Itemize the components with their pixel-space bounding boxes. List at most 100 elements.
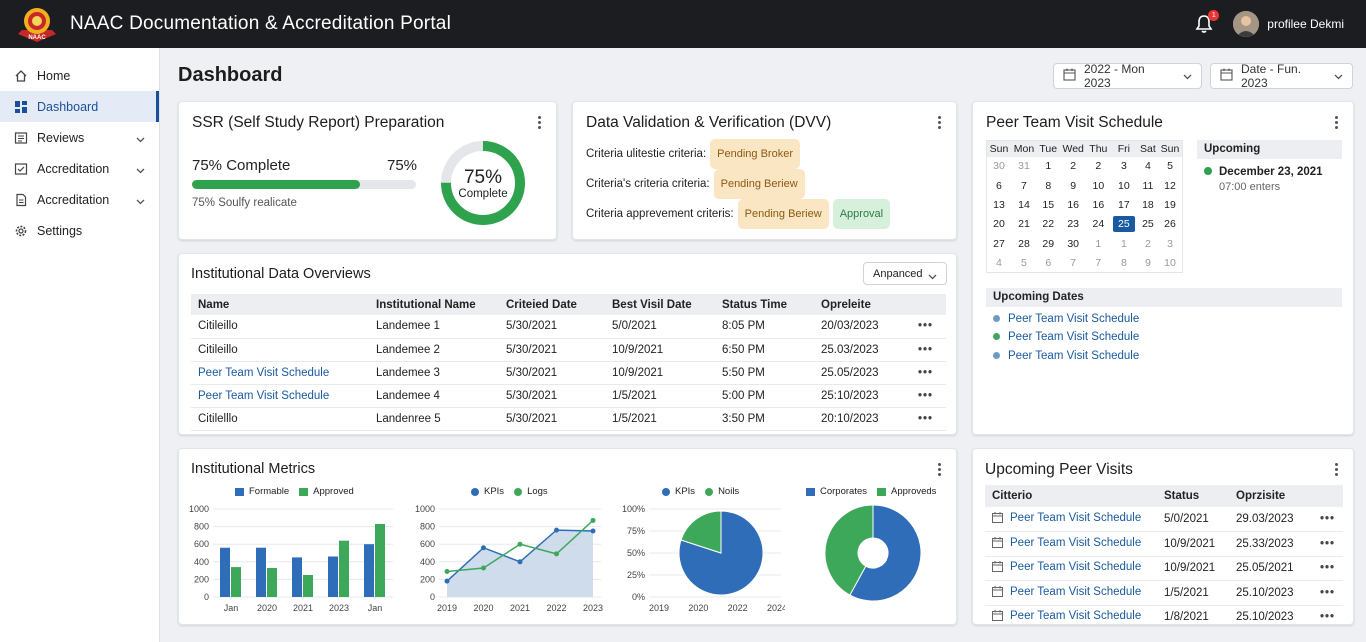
upcoming-date-link[interactable]: Peer Team Visit Schedule	[993, 331, 1139, 343]
table-row[interactable]: Peer Team Visit Schedule Landemee 4 5/30…	[191, 384, 946, 408]
calendar-day[interactable]: 20	[993, 218, 1005, 231]
notification-bell[interactable]: 1	[1193, 10, 1220, 35]
table-row[interactable]: Peer Team Visit Schedule 1/8/2021 25.10/20…	[985, 605, 1343, 624]
column-header[interactable]: Status Time	[715, 294, 814, 315]
calendar-day[interactable]: 6	[1045, 256, 1052, 269]
calendar-day[interactable]: 28	[1018, 237, 1030, 250]
more-horizontal-icon[interactable]: •••	[1313, 531, 1343, 557]
avatar[interactable]	[1233, 11, 1260, 37]
sidebar-item-home[interactable]: Home	[0, 60, 159, 91]
calendar-day[interactable]: 10	[1164, 256, 1176, 269]
calendar-day[interactable]: 16	[1067, 198, 1080, 211]
calendar-day[interactable]: 30	[993, 160, 1005, 173]
calendar-day[interactable]: 29	[1042, 237, 1055, 250]
table-row[interactable]: Peer Team Visit Schedule 10/9/2021 25.33/2…	[985, 531, 1343, 557]
more-horizontal-icon[interactable]: •••	[911, 361, 946, 385]
calendar-day[interactable]: 17	[1118, 198, 1130, 211]
calendar-day[interactable]: 31	[1018, 160, 1030, 173]
more-horizontal-icon[interactable]: •••	[911, 384, 946, 408]
upcoming-event[interactable]: December 23, 2021	[1204, 166, 1323, 178]
calendar-day[interactable]: 13	[993, 198, 1005, 211]
calendar-day[interactable]: 18	[1142, 198, 1154, 211]
sidebar-item-accreditation-2[interactable]: Accreditation	[0, 184, 159, 215]
visit-link[interactable]: Peer Team Visit Schedule	[1010, 536, 1142, 549]
calendar-day[interactable]: 7	[1095, 256, 1102, 269]
calendar-day[interactable]: 2	[1095, 160, 1102, 173]
calendar-day[interactable]: 23	[1067, 218, 1080, 231]
date-range-picker-2[interactable]: Date - Fun. 2023	[1210, 62, 1353, 90]
column-header[interactable]: Name	[191, 294, 369, 315]
visit-link[interactable]: Peer Team Visit Schedule	[1010, 512, 1142, 524]
table-row[interactable]: Peer Team Visit Schedule 1/5/2021 25.10/20…	[985, 580, 1343, 606]
calendar-day[interactable]: 4	[1145, 160, 1151, 173]
calendar-day[interactable]: 25	[1142, 218, 1154, 231]
calendar-day[interactable]: 21	[1018, 218, 1030, 231]
calendar-day[interactable]: 22	[1042, 218, 1055, 231]
calendar-day[interactable]: 9	[1145, 256, 1151, 269]
column-header[interactable]: Opreleite	[814, 294, 911, 315]
calendar-day[interactable]: 14	[1018, 198, 1030, 211]
column-header[interactable]: Institutional Name	[369, 294, 499, 315]
calendar-day[interactable]: 2	[1070, 160, 1077, 173]
table-row[interactable]: Citileillo Landemee 2 5/30/2021 10/9/202…	[191, 338, 946, 362]
column-header[interactable]: Citterio	[985, 485, 1157, 507]
visit-link[interactable]: Peer Team Visit Schedule	[1010, 561, 1142, 574]
more-vertical-icon[interactable]	[1335, 463, 1339, 478]
more-horizontal-icon[interactable]: •••	[911, 407, 946, 431]
overview-filter-dropdown[interactable]: Anpanced	[863, 262, 947, 285]
visit-link[interactable]: Peer Team Visit Schedule	[1010, 585, 1142, 598]
more-vertical-icon[interactable]	[538, 116, 542, 131]
visit-cell[interactable]: Peer Team Visit Schedule	[985, 605, 1157, 624]
calendar-day[interactable]: 5	[1167, 160, 1173, 173]
calendar-day[interactable]: 4	[996, 256, 1002, 269]
calendar-day[interactable]: 9	[1070, 179, 1077, 192]
table-row[interactable]: Peer Team Visit Schedule 10/9/2021 25.05/2…	[985, 556, 1343, 581]
table-row[interactable]: Peer Team Visit Schedule 5/0/2021 29.03/20…	[985, 507, 1343, 532]
more-horizontal-icon[interactable]: •••	[1313, 605, 1343, 624]
naac-logo[interactable]: NAAC	[14, 4, 60, 44]
upcoming-date-link[interactable]: Peer Team Visit Schedule	[993, 313, 1139, 325]
table-cell-link[interactable]: Peer Team Visit Schedule	[191, 361, 369, 385]
calendar-day[interactable]: 19	[1164, 198, 1176, 211]
more-horizontal-icon[interactable]: •••	[911, 338, 946, 362]
sidebar-item-reviews[interactable]: Reviews	[0, 122, 159, 153]
table-row[interactable]: Citileillo Landemee 1 5/30/2021 5/0/2021…	[191, 315, 946, 339]
calendar-day[interactable]: 1	[1045, 160, 1052, 173]
calendar-day[interactable]: 30	[1067, 237, 1080, 250]
sidebar-item-settings[interactable]: Settings	[0, 215, 159, 246]
table-cell-link[interactable]: Peer Team Visit Schedule	[191, 384, 369, 408]
calendar-day[interactable]: 1	[1120, 237, 1127, 250]
table-row[interactable]: Citilelllo Landenree 5 5/30/2021 1/5/202…	[191, 407, 946, 431]
calendar-day[interactable]: 24	[1092, 218, 1105, 231]
more-horizontal-icon[interactable]: •••	[1313, 580, 1343, 606]
calendar-day[interactable]: 7	[1021, 179, 1027, 192]
profile-name[interactable]: profilee Dekmi	[1267, 17, 1344, 31]
visit-cell[interactable]: Peer Team Visit Schedule	[985, 531, 1157, 557]
visit-cell[interactable]: Peer Team Visit Schedule	[985, 580, 1157, 606]
sidebar-item-accreditation-1[interactable]: Accreditation	[0, 153, 159, 184]
calendar-day[interactable]: 8	[1045, 179, 1052, 192]
more-horizontal-icon[interactable]: •••	[1313, 556, 1343, 581]
upcoming-date-link[interactable]: Peer Team Visit Schedule	[993, 350, 1139, 362]
more-horizontal-icon[interactable]: •••	[911, 315, 946, 339]
more-vertical-icon[interactable]	[938, 116, 942, 131]
column-header[interactable]: Oprzisite	[1229, 485, 1313, 507]
calendar-day[interactable]: 3	[1167, 237, 1173, 250]
more-vertical-icon[interactable]	[1335, 116, 1339, 131]
calendar-day[interactable]: 3	[1120, 160, 1127, 173]
calendar-day[interactable]: 16	[1092, 198, 1105, 211]
sidebar-item-dashboard[interactable]: Dashboard	[0, 91, 159, 122]
visit-cell[interactable]: Peer Team Visit Schedule	[985, 556, 1157, 581]
calendar-day-selected[interactable]: 25	[1110, 215, 1138, 234]
table-row[interactable]: Peer Team Visit Schedule Landemee 3 5/30…	[191, 361, 946, 385]
visit-link[interactable]: Peer Team Visit Schedule	[1010, 610, 1142, 623]
visit-cell[interactable]: Peer Team Visit Schedule	[985, 507, 1157, 532]
calendar-day[interactable]: 5	[1021, 256, 1027, 269]
calendar-day[interactable]: 8	[1120, 256, 1127, 269]
calendar-day[interactable]: 15	[1042, 198, 1055, 211]
more-horizontal-icon[interactable]: •••	[1313, 507, 1343, 532]
more-vertical-icon[interactable]	[938, 463, 942, 478]
date-range-picker-1[interactable]: 2022 - Mon 2023	[1053, 62, 1202, 90]
calendar-day[interactable]: 2	[1145, 237, 1151, 250]
calendar-day[interactable]: 10	[1092, 179, 1105, 192]
